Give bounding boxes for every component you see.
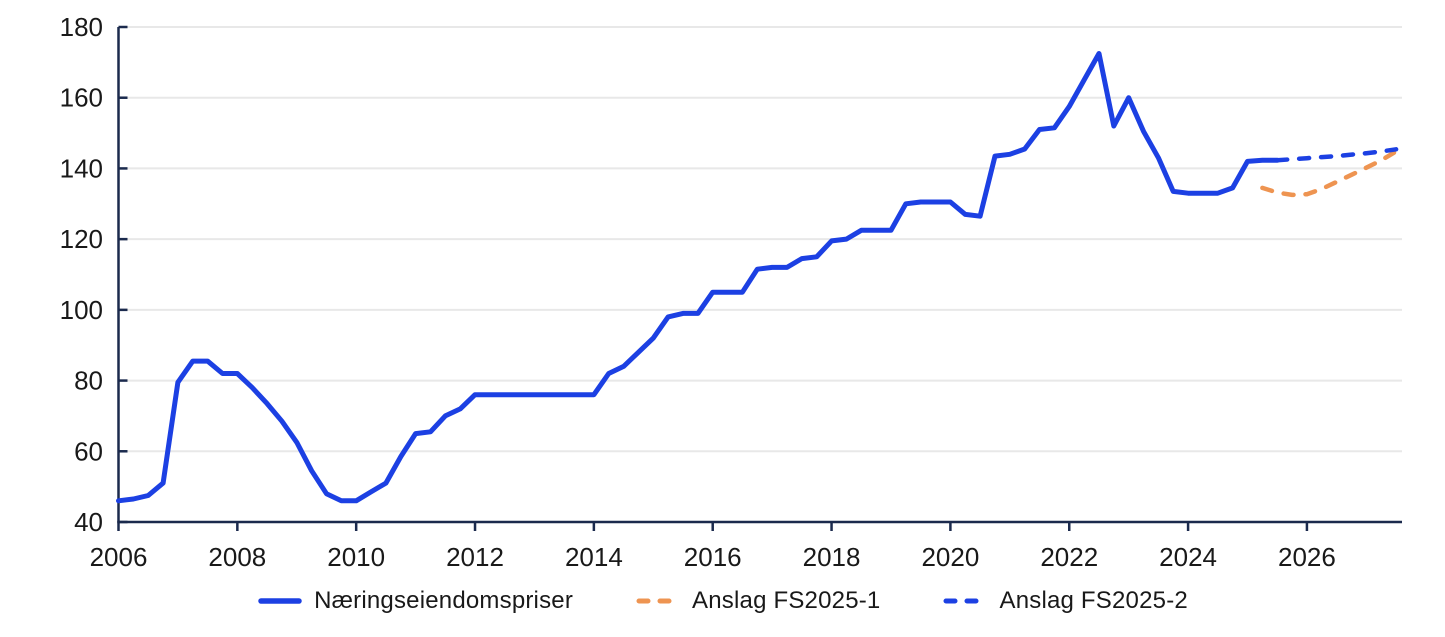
chart-legend: Næringseiendomspriser Anslag FS2025-1 Ansl… — [0, 584, 1445, 618]
x-tick-label: 2018 — [803, 542, 861, 572]
x-tick-label: 2012 — [446, 542, 504, 572]
x-tick-label: 2014 — [565, 542, 623, 572]
y-tick-label: 140 — [60, 153, 103, 183]
legend-swatch-n-ringseiendomspriser — [258, 598, 302, 604]
legend-item-anslag-fs2025-2: Anslag FS2025-2 — [942, 587, 1188, 615]
y-tick-label: 80 — [74, 366, 103, 396]
y-tick-label: 100 — [60, 295, 103, 325]
y-tick-label: 120 — [60, 224, 103, 254]
legend-label-anslag-fs2025-2: Anslag FS2025-2 — [999, 587, 1188, 614]
x-tick-label: 2016 — [684, 542, 742, 572]
x-tick-label: 2010 — [327, 542, 385, 572]
x-tick-label: 2006 — [90, 542, 148, 572]
legend-label-anslag-fs2025-1: Anslag FS2025-1 — [692, 587, 881, 614]
x-tick-label: 2020 — [921, 542, 979, 572]
x-tick-label: 2008 — [208, 542, 266, 572]
series-line-anslag-fs2025-1 — [1260, 149, 1399, 198]
legend-swatch-anslag-fs2025-2 — [943, 598, 987, 604]
series-line-n-ringseiendomspriser — [116, 51, 1280, 504]
x-tick-label: 2022 — [1040, 542, 1098, 572]
legend-swatch-anslag-fs2025-1 — [636, 598, 680, 604]
y-tick-label: 160 — [60, 83, 103, 113]
legend-item-n-ringseiendomspriser: Næringseiendomspriser — [257, 587, 573, 615]
legend-label-n-ringseiendomspriser: Næringseiendomspriser — [314, 587, 574, 614]
x-tick-label: 2026 — [1278, 542, 1336, 572]
legend-item-anslag-fs2025-1: Anslag FS2025-1 — [635, 587, 880, 615]
y-tick-label: 40 — [74, 507, 103, 537]
series-line-anslag-fs2025-2 — [1274, 147, 1399, 163]
x-tick-label: 2024 — [1159, 542, 1217, 572]
y-tick-label: 60 — [74, 436, 103, 466]
y-tick-label: 180 — [60, 12, 103, 42]
